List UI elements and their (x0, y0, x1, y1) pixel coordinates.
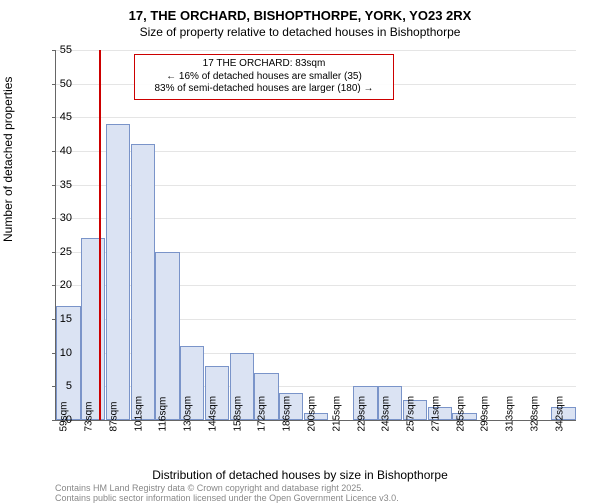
plot-area: 17 THE ORCHARD: 83sqm← 16% of detached h… (55, 50, 576, 421)
y-tick-label: 40 (42, 145, 72, 157)
chart-subtitle: Size of property relative to detached ho… (0, 23, 600, 39)
y-tick-label: 25 (42, 246, 72, 258)
annotation-box: 17 THE ORCHARD: 83sqm← 16% of detached h… (134, 54, 394, 100)
annotation-line: ← 16% of detached houses are smaller (35… (141, 71, 387, 84)
y-tick-label: 5 (42, 380, 72, 392)
annotation-line: 83% of semi-detached houses are larger (… (141, 83, 387, 96)
y-tick-label: 35 (42, 179, 72, 191)
y-axis-label: Number of detached properties (1, 77, 15, 242)
annotation-line: 17 THE ORCHARD: 83sqm (141, 58, 387, 71)
y-tick-label: 30 (42, 212, 72, 224)
chart-title: 17, THE ORCHARD, BISHOPTHORPE, YORK, YO2… (0, 0, 600, 23)
reference-line (99, 50, 101, 420)
histogram-bar (131, 144, 155, 420)
y-tick-label: 45 (42, 111, 72, 123)
y-tick-label: 50 (42, 78, 72, 90)
histogram-bar (106, 124, 130, 420)
x-axis-label: Distribution of detached houses by size … (0, 468, 600, 482)
chart-footer: Contains HM Land Registry data © Crown c… (55, 484, 399, 504)
y-tick-label: 20 (42, 279, 72, 291)
histogram-bar (155, 252, 179, 420)
y-tick-label: 15 (42, 313, 72, 325)
y-tick-label: 55 (42, 44, 72, 56)
property-size-chart: 17, THE ORCHARD, BISHOPTHORPE, YORK, YO2… (0, 0, 600, 500)
gridline (56, 117, 576, 118)
footer-line-2: Contains public sector information licen… (55, 494, 399, 504)
histogram-bar (81, 238, 105, 420)
y-tick-label: 10 (42, 347, 72, 359)
gridline (56, 50, 576, 51)
